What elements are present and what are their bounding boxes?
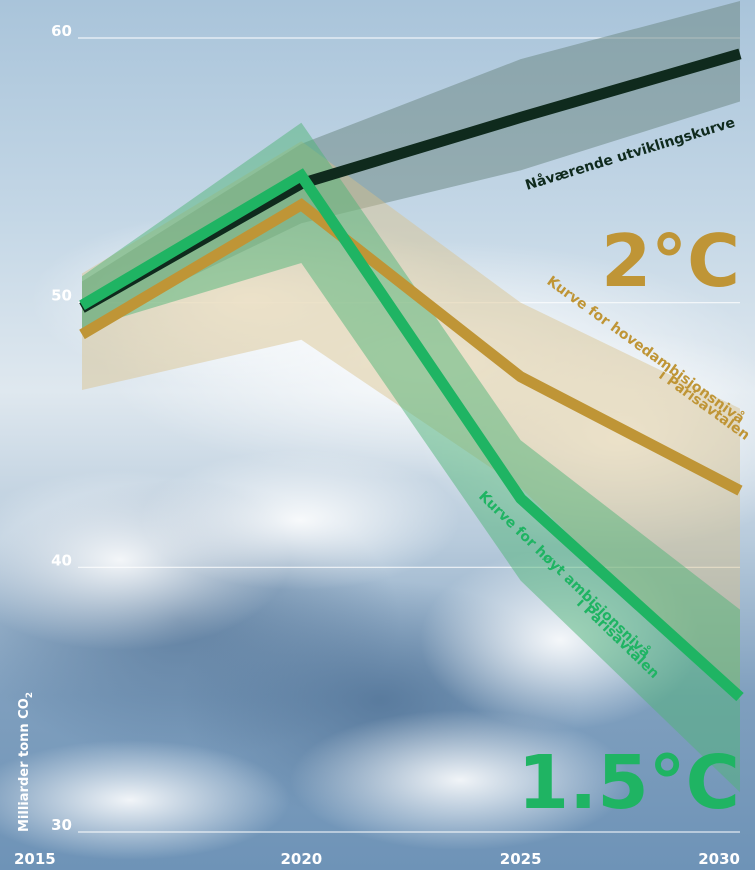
y-axis-label: Milliarder tonn CO2 [17, 692, 35, 832]
x-tick-label: 2015 [14, 850, 56, 868]
x-tick-label: 2025 [500, 850, 542, 868]
x-tick-label: 2020 [280, 850, 322, 868]
series-line-2 [79, 168, 744, 702]
series-lines [79, 48, 744, 702]
label-2c: 2°C [601, 219, 740, 303]
x-tick-label: 2030 [698, 850, 740, 868]
y-tick-label: 40 [51, 551, 72, 569]
series-line-1 [79, 198, 743, 496]
uncertainty-band-2 [82, 122, 740, 793]
y-tick-label: 60 [51, 22, 72, 40]
y-tick-label: 30 [51, 816, 72, 834]
y-tick-label: 50 [51, 287, 72, 305]
label-1-5c: 1.5°C [518, 740, 740, 826]
uncertainty-bands [82, 0, 740, 793]
uncertainty-band-1 [82, 141, 740, 700]
